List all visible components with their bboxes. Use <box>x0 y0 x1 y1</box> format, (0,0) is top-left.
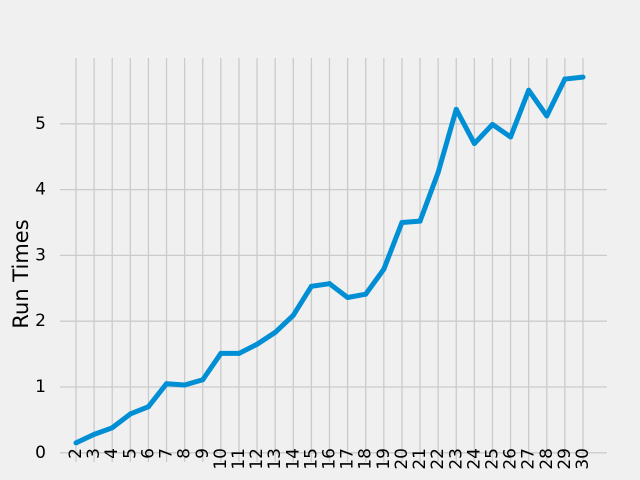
data-point <box>200 377 206 383</box>
x-tick-label: 17 <box>338 448 358 470</box>
y-axis-label: Run Times <box>9 219 33 328</box>
data-point <box>417 218 423 224</box>
y-tick-label: 4 <box>35 180 46 200</box>
data-point <box>145 404 151 410</box>
data-point <box>345 295 351 301</box>
data-point <box>381 266 387 272</box>
x-tick-label: 24 <box>464 448 484 470</box>
y-tick-labels: 0 1 2 3 4 5 <box>35 114 46 463</box>
data-point <box>182 382 188 388</box>
x-tick-label: 7 <box>157 448 177 459</box>
x-tick-label: 6 <box>138 448 158 459</box>
x-tick-label: 12 <box>247 448 267 470</box>
x-tick-label: 16 <box>320 448 340 470</box>
data-point <box>127 411 133 417</box>
x-tick-labels: 2345678910111213141516171819202122232425… <box>66 448 593 470</box>
x-tick-label: 27 <box>519 448 539 470</box>
x-tick-label: 22 <box>428 448 448 470</box>
x-tick-label: 28 <box>537 448 557 470</box>
data-point <box>73 440 79 446</box>
x-tick-label: 18 <box>356 448 376 470</box>
data-point <box>435 169 441 175</box>
x-tick-label: 2 <box>66 448 86 459</box>
x-tick-label: 25 <box>482 448 502 470</box>
x-tick-label: 26 <box>501 448 521 470</box>
data-point <box>399 219 405 225</box>
data-point <box>489 121 495 127</box>
x-tick-label: 29 <box>555 448 575 470</box>
y-tick-label: 2 <box>35 311 46 331</box>
x-tick-label: 8 <box>175 448 195 459</box>
data-point <box>562 76 568 82</box>
y-tick-label: 1 <box>35 377 46 397</box>
x-tick-label: 5 <box>120 448 140 459</box>
x-tick-label: 4 <box>102 448 122 459</box>
x-tick-label: 13 <box>265 448 285 470</box>
x-tick-label: 21 <box>410 448 430 470</box>
y-tick-label: 3 <box>35 245 46 265</box>
x-tick-label: 19 <box>374 448 394 470</box>
data-point <box>164 381 170 387</box>
data-point <box>580 74 586 80</box>
data-point <box>109 425 115 431</box>
x-tick-label: 20 <box>392 448 412 470</box>
x-tick-label: 30 <box>573 448 593 470</box>
x-tick-label: 14 <box>283 448 303 470</box>
data-point <box>218 350 224 356</box>
data-point <box>290 312 296 318</box>
data-point <box>308 283 314 289</box>
data-point <box>526 87 532 93</box>
data-point <box>272 329 278 335</box>
x-tick-label: 23 <box>446 448 466 470</box>
x-tick-label: 3 <box>84 448 104 459</box>
data-point <box>363 291 369 297</box>
x-tick-label: 15 <box>301 448 321 470</box>
data-point <box>91 431 97 437</box>
data-point <box>544 113 550 119</box>
data-point <box>471 141 477 147</box>
series-layer <box>73 74 586 446</box>
x-tick-label: 9 <box>193 448 213 459</box>
grid <box>60 58 607 462</box>
y-tick-label: 0 <box>35 443 46 463</box>
data-point <box>508 134 514 140</box>
data-point <box>236 350 242 356</box>
x-tick-label: 10 <box>211 448 231 470</box>
x-tick-label: 11 <box>229 448 249 470</box>
data-point <box>453 106 459 112</box>
data-point <box>327 281 332 287</box>
y-tick-label: 5 <box>35 114 46 134</box>
data-point <box>254 341 260 347</box>
